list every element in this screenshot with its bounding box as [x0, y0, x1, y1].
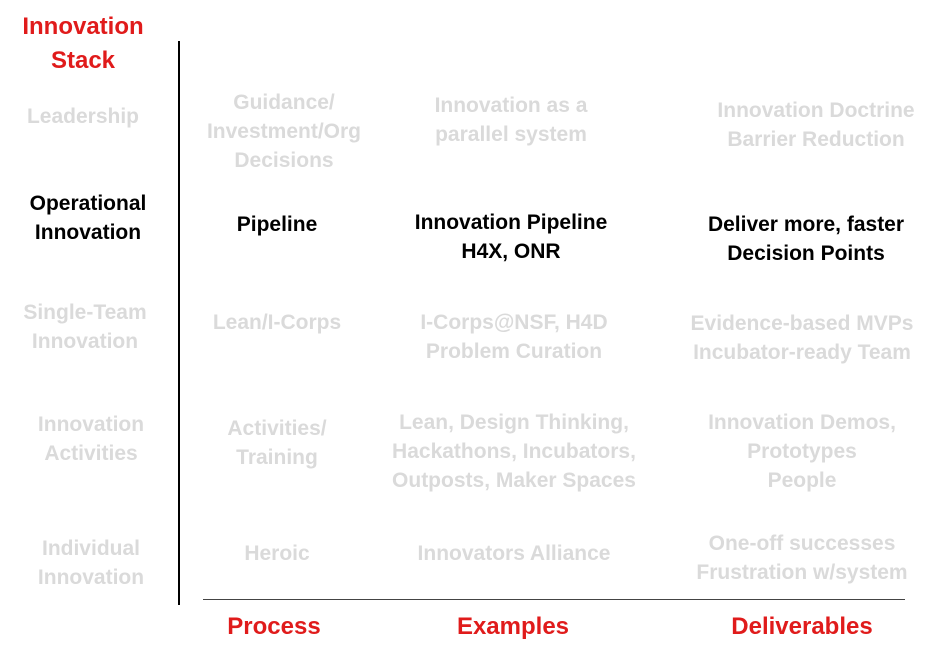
deliverables-cell-individual: One-off successes Frustration w/system — [696, 532, 908, 584]
examples-cell-activities: Lean, Design Thinking, Hackathons, Incub… — [392, 411, 636, 492]
deliverables-cell-single-team: Evidence-based MVPs Incubator-ready Team — [690, 312, 914, 364]
level-label-leadership: Leadership — [26, 105, 140, 128]
deliverables-cell-leadership: Innovation Doctrine Barrier Reduction — [717, 99, 915, 151]
examples-cell-individual: Innovators Alliance — [417, 542, 611, 565]
examples-cell-leadership: Innovation as a parallel system — [434, 94, 588, 146]
process-cell-activities: Activities/ Training — [227, 417, 327, 469]
level-label-operational: Operational Innovation — [29, 192, 147, 244]
process-cell-single-team: Lean/I-Corps — [212, 311, 342, 334]
diagram-title: Innovation Stack — [22, 13, 144, 74]
column-label-examples: Examples — [456, 613, 570, 640]
process-cell-individual: Heroic — [244, 542, 310, 565]
deliverables-cell-activities: Innovation Demos, Prototypes People — [708, 411, 896, 492]
examples-cell-single-team: I-Corps@NSF, H4D Problem Curation — [420, 311, 608, 363]
deliverables-cell-operational: Deliver more, faster Decision Points — [707, 213, 905, 265]
level-label-single-team: Single-Team Innovation — [23, 301, 147, 353]
column-label-process: Process — [227, 613, 321, 640]
vertical-axis-line — [178, 41, 180, 605]
level-label-individual: Individual Innovation — [37, 537, 145, 589]
level-label-activities: Innovation Activities — [37, 413, 145, 465]
column-label-deliverables: Deliverables — [731, 613, 873, 640]
process-cell-leadership: Guidance/ Investment/Org Decisions — [206, 91, 362, 172]
process-cell-operational: Pipeline — [236, 213, 318, 236]
horizontal-axis-line — [203, 599, 905, 600]
examples-cell-operational: Innovation Pipeline H4X, ONR — [414, 211, 608, 263]
